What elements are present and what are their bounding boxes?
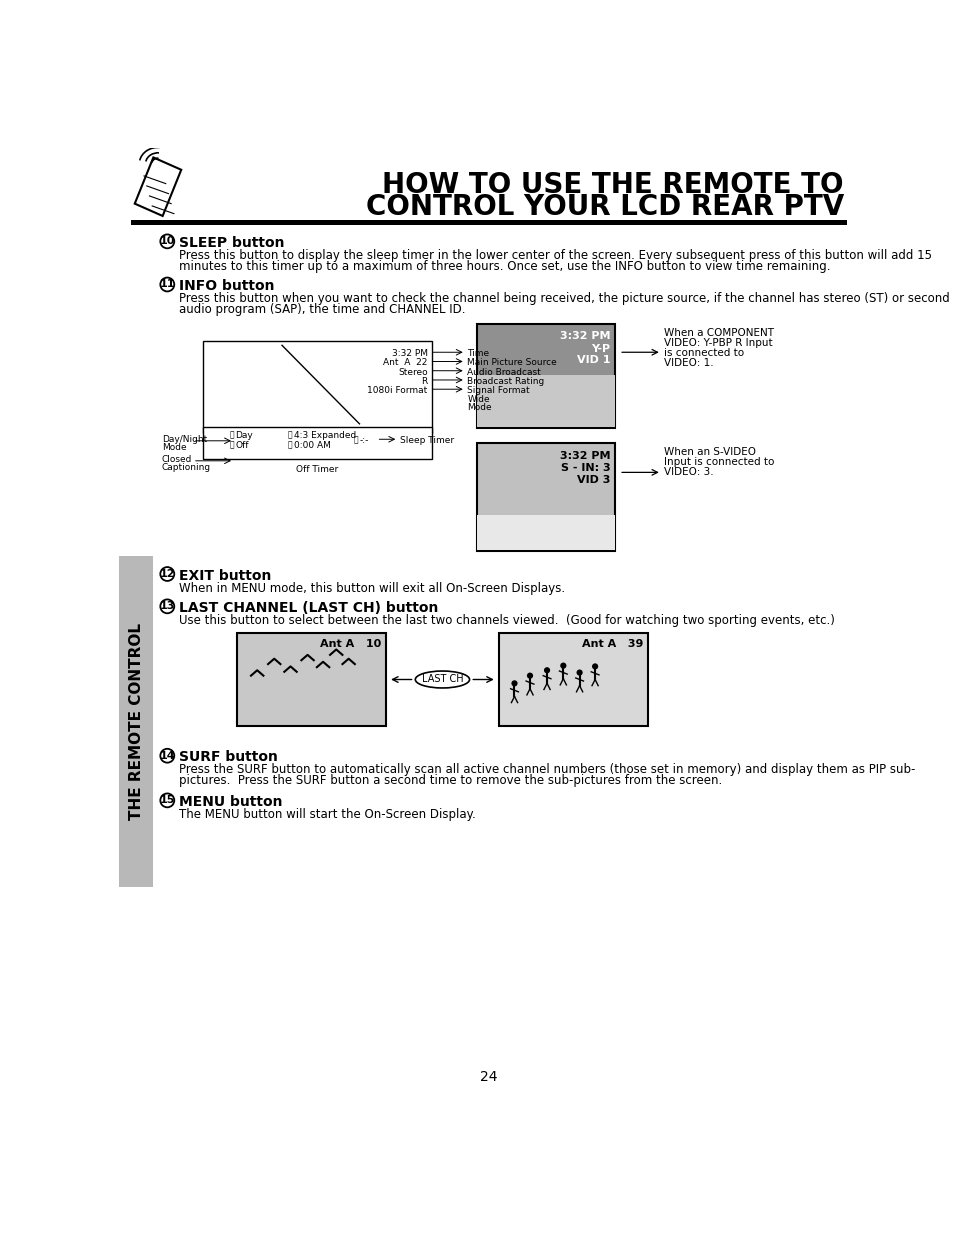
Text: 0:00 AM: 0:00 AM <box>294 441 330 450</box>
Text: Closed: Closed <box>162 454 193 463</box>
Text: Signal Format: Signal Format <box>467 387 529 395</box>
Circle shape <box>559 662 566 668</box>
Text: SLEEP button: SLEEP button <box>179 236 284 249</box>
Text: Ⓣ: Ⓣ <box>229 430 233 438</box>
Text: 11: 11 <box>159 279 174 289</box>
Text: 15: 15 <box>159 795 174 805</box>
Text: VIDEO: 3.: VIDEO: 3. <box>663 467 713 477</box>
Text: HOW TO USE THE REMOTE TO: HOW TO USE THE REMOTE TO <box>382 172 843 199</box>
Circle shape <box>511 680 517 687</box>
Text: THE REMOTE CONTROL: THE REMOTE CONTROL <box>129 624 144 820</box>
Text: Ⓣ: Ⓣ <box>229 440 233 450</box>
Text: When a COMPONENT: When a COMPONENT <box>663 327 773 337</box>
Text: R: R <box>421 377 427 385</box>
Text: 14: 14 <box>159 751 175 761</box>
Bar <box>203 341 431 433</box>
Bar <box>476 324 615 427</box>
Bar <box>119 556 153 888</box>
Text: When an S-VIDEO: When an S-VIDEO <box>663 447 756 457</box>
Text: When in MENU mode, this button will exit all On-Screen Displays.: When in MENU mode, this button will exit… <box>179 582 564 595</box>
Text: Mode: Mode <box>162 443 186 452</box>
Text: 1080i Format: 1080i Format <box>367 387 427 395</box>
Text: Captioning: Captioning <box>162 463 211 472</box>
Text: Input is connected to: Input is connected to <box>663 457 774 467</box>
Text: MENU button: MENU button <box>179 795 282 809</box>
Text: Mode: Mode <box>467 403 492 412</box>
Text: LAST CHANNEL (LAST CH) button: LAST CHANNEL (LAST CH) button <box>179 601 437 615</box>
Text: VID 1: VID 1 <box>577 354 610 364</box>
Text: VID 3: VID 3 <box>577 475 610 485</box>
Text: EXIT button: EXIT button <box>179 568 271 583</box>
Text: Ⓣ: Ⓣ <box>287 430 292 438</box>
Text: 4:3 Expanded: 4:3 Expanded <box>294 431 355 440</box>
Text: Stereo: Stereo <box>397 368 427 377</box>
Text: -:-: -:- <box>359 436 369 445</box>
Text: 10: 10 <box>159 236 174 246</box>
Text: is connected to: is connected to <box>663 347 743 358</box>
Text: 24: 24 <box>479 1070 497 1084</box>
Text: INFO button: INFO button <box>179 279 274 293</box>
Text: Day/Night: Day/Night <box>162 435 207 443</box>
Text: Use this button to select between the last two channels viewed.  (Good for watch: Use this button to select between the la… <box>179 614 834 627</box>
Circle shape <box>576 669 582 676</box>
Bar <box>498 634 647 726</box>
Text: Day: Day <box>235 431 253 440</box>
Text: VIDEO: Y-PBP R Input: VIDEO: Y-PBP R Input <box>663 337 772 347</box>
Bar <box>476 375 615 427</box>
Bar <box>476 515 615 550</box>
Circle shape <box>543 667 550 673</box>
Text: Ant A   10: Ant A 10 <box>319 640 381 650</box>
Text: Press this button when you want to check the channel being received, the picture: Press this button when you want to check… <box>179 293 948 305</box>
Text: Main Picture Source: Main Picture Source <box>467 358 557 367</box>
Text: Press this button to display the sleep timer in the lower center of the screen. : Press this button to display the sleep t… <box>179 249 931 262</box>
Text: LAST CH: LAST CH <box>421 674 463 684</box>
Text: 12: 12 <box>159 569 174 579</box>
Text: Press the SURF button to automatically scan all active channel numbers (those se: Press the SURF button to automatically s… <box>179 763 914 777</box>
Text: Wide: Wide <box>467 395 489 404</box>
Circle shape <box>592 663 598 669</box>
Text: 3:32 PM: 3:32 PM <box>559 451 610 461</box>
Text: Y-P: Y-P <box>591 343 610 353</box>
Text: 13: 13 <box>159 601 174 611</box>
Bar <box>236 634 385 726</box>
Bar <box>131 220 846 225</box>
Text: pictures.  Press the SURF button a second time to remove the sub-pictures from t: pictures. Press the SURF button a second… <box>179 774 721 787</box>
Text: The MENU button will start the On-Screen Display.: The MENU button will start the On-Screen… <box>179 808 476 821</box>
Text: SURF button: SURF button <box>179 751 277 764</box>
Text: S - IN: 3: S - IN: 3 <box>560 463 610 473</box>
Text: Broadcast Rating: Broadcast Rating <box>467 377 544 385</box>
Bar <box>476 443 615 551</box>
Text: VIDEO: 1.: VIDEO: 1. <box>663 358 713 368</box>
Text: 3:32 PM: 3:32 PM <box>392 350 427 358</box>
Text: Time: Time <box>467 350 489 358</box>
Text: Audio Broadcast: Audio Broadcast <box>467 368 540 377</box>
Text: minutes to this timer up to a maximum of three hours. Once set, use the INFO but: minutes to this timer up to a maximum of… <box>179 259 829 273</box>
Text: Off: Off <box>235 441 249 450</box>
Text: Off Timer: Off Timer <box>295 466 338 474</box>
Text: CONTROL YOUR LCD REAR PTV: CONTROL YOUR LCD REAR PTV <box>365 193 843 221</box>
Text: Ant A   39: Ant A 39 <box>581 640 642 650</box>
Text: audio program (SAP), the time and CHANNEL ID.: audio program (SAP), the time and CHANNE… <box>179 303 465 316</box>
Text: Sleep Timer: Sleep Timer <box>399 436 454 445</box>
Text: Ⓣ: Ⓣ <box>287 440 292 450</box>
Text: Ⓣ: Ⓣ <box>353 436 357 445</box>
Bar <box>203 427 431 459</box>
Circle shape <box>526 673 533 679</box>
Text: Ant  A  22: Ant A 22 <box>383 358 427 367</box>
Text: 3:32 PM: 3:32 PM <box>559 331 610 341</box>
